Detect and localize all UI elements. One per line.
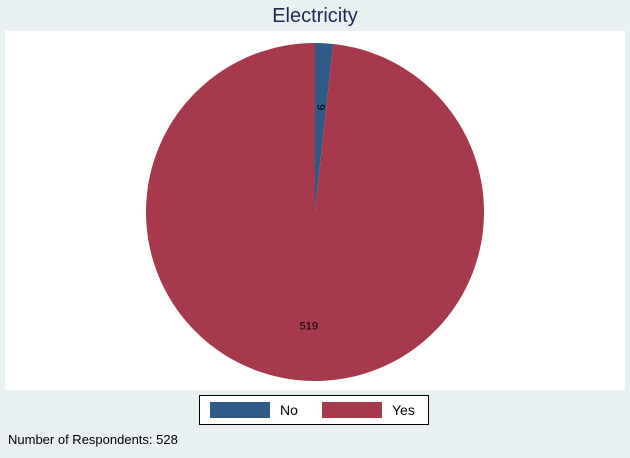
pie-slice-no (315, 43, 334, 212)
chart-title: Electricity (272, 5, 358, 27)
legend-swatch-yes (322, 402, 382, 418)
pie-slice-yes (146, 43, 485, 382)
legend-label-yes: Yes (392, 402, 415, 418)
legend: No Yes (199, 395, 429, 425)
pie-slice-label-no: 9 (315, 104, 327, 110)
plot-area: 9 519 (5, 31, 625, 390)
legend-swatch-no (210, 402, 270, 418)
respondents-note: Number of Respondents: 528 (8, 432, 178, 447)
legend-label-no: No (280, 402, 298, 418)
pie-chart: 9 519 (146, 43, 485, 382)
pie-slice-label-yes: 519 (300, 321, 318, 333)
